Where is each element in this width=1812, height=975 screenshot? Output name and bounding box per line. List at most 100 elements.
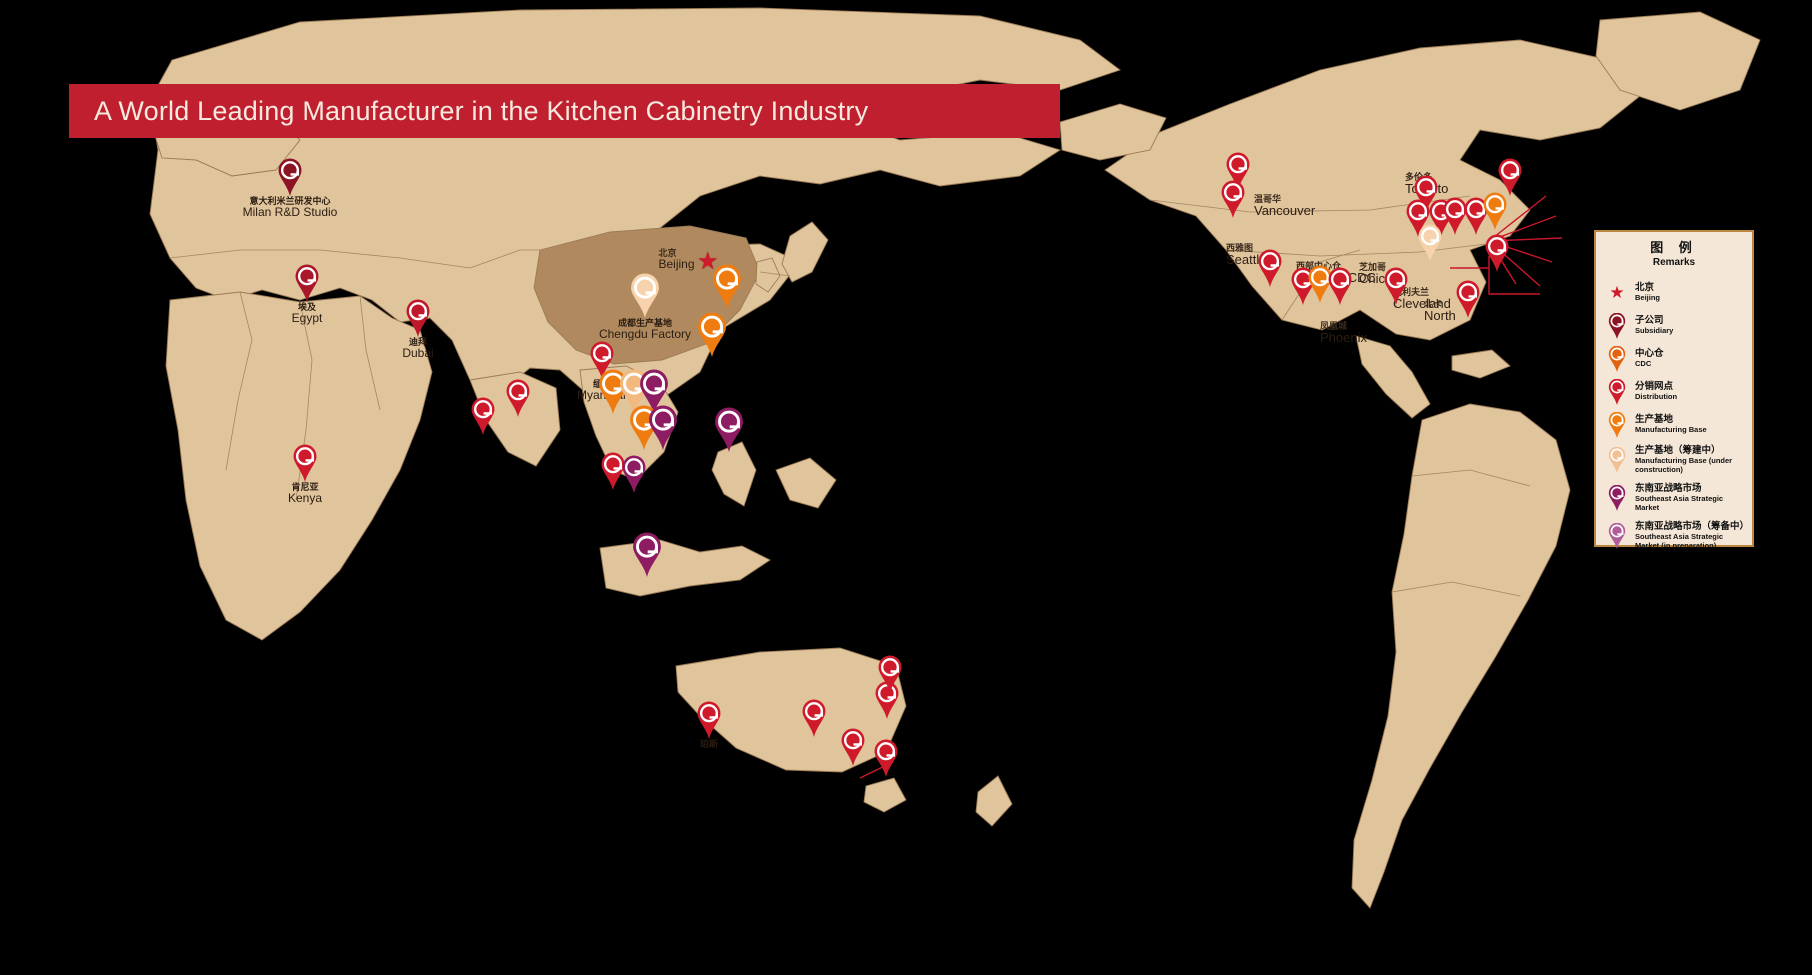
map-pin-icon — [695, 312, 729, 357]
pin-g-icon — [1606, 345, 1628, 372]
legend-item-2-en: Subsidiary — [1635, 325, 1674, 335]
marker-malaysia-2[interactable] — [620, 455, 648, 493]
marker-australia-bri[interactable] — [876, 655, 904, 693]
legend-item-label: 子公司 Subsidiary — [1635, 315, 1674, 336]
marker-cleveland-2[interactable] — [1462, 197, 1490, 235]
map-pin-icon — [710, 264, 744, 309]
title-banner: A World Leading Manufacturer in the Kitc… — [69, 84, 1060, 138]
label-seattle-cn: 西雅图 — [1226, 243, 1254, 253]
legend-item-1-cn: 北京 — [1635, 281, 1655, 293]
pin-g-icon — [1606, 312, 1628, 339]
marker-cleveland-1[interactable] — [1441, 197, 1469, 235]
page-title: A World Leading Manufacturer in the Kitc… — [94, 95, 869, 126]
marker-milan[interactable]: 意大利米兰研发中心 Milan R&D Studio — [243, 158, 337, 219]
marker-philippines[interactable] — [712, 407, 746, 452]
legend-item-8[interactable]: 东南亚战略市场（筹备中） Southeast Asia Strategic Mar… — [1602, 517, 1749, 555]
marker-southeast[interactable] — [1382, 267, 1410, 305]
map-pin-icon — [1404, 199, 1432, 237]
pin-g-icon — [1606, 447, 1628, 474]
label-vancouver: 温哥华 Vancouver — [1254, 194, 1316, 219]
marker-chicago-1[interactable] — [1404, 199, 1432, 237]
map-pin-icon — [404, 299, 432, 337]
legend-item-label: 分销网点 Distribution — [1635, 381, 1678, 402]
legend-item-8-en: Southeast Asia Strategic Market (in prep… — [1635, 532, 1724, 550]
marker-india-south[interactable] — [504, 379, 532, 417]
legend-item-label: 中心仓 CDC — [1635, 348, 1664, 369]
marker-east-1[interactable] — [1483, 234, 1511, 272]
map-pin-icon — [276, 158, 304, 196]
label-seattle-en: Seattle — [1226, 252, 1267, 268]
marker-australia-syd[interactable] — [873, 681, 901, 719]
pin-g-icon — [1606, 485, 1628, 512]
marker-northcarolina[interactable] — [1416, 224, 1444, 262]
label-north-en: North — [1424, 308, 1456, 324]
marker-indonesia[interactable] — [630, 532, 664, 577]
marker-kenya[interactable]: 肯尼亚 Kenya — [288, 444, 322, 505]
legend-item-5[interactable]: 生产基地 Manufacturing Base — [1602, 408, 1746, 441]
map-pin-icon — [873, 681, 901, 719]
legend-item-4-en: Distribution — [1635, 391, 1678, 401]
map-pin-icon — [1326, 267, 1354, 305]
marker-toronto[interactable] — [1412, 175, 1440, 213]
legend-item-2[interactable]: 子公司 Subsidiary — [1602, 309, 1746, 342]
marker-dubai[interactable]: 迪拜 Dubai — [402, 299, 434, 360]
map-pin-icon — [1256, 249, 1284, 287]
map-pin-icon — [1483, 234, 1511, 272]
marker-vancouver-2[interactable] — [1219, 180, 1247, 218]
marker-china-east-1[interactable] — [710, 264, 744, 309]
legend-title-en: Remarks — [1652, 257, 1696, 269]
map-pin-icon — [839, 728, 867, 766]
legend-item-label: 生产基地 Manufacturing Base — [1635, 413, 1707, 435]
legend-panel: 图 例 Remarks ★ 北京 Beijing 子公司 Subsidiary 中心仓… — [1594, 230, 1754, 550]
legend-item-5-cn: 生产基地 — [1635, 413, 1674, 425]
map-pin-icon — [469, 397, 497, 435]
legend-item-label: 东南亚战略市场（筹备中） Southeast Asia Strategic Mar… — [1635, 521, 1749, 550]
marker-newyork[interactable] — [1496, 158, 1524, 196]
map-pin-icon — [1224, 152, 1252, 190]
map-pin-icon — [695, 701, 723, 739]
map-pin-icon — [628, 273, 662, 318]
map-pin-icon — [800, 699, 828, 737]
map-pin-icon — [1219, 180, 1247, 218]
map-pin-icon — [599, 452, 627, 490]
legend-item-4[interactable]: 分销网点 Distribution — [1602, 375, 1746, 408]
map-pin-icon — [1462, 197, 1490, 235]
marker-australia-tas[interactable] — [872, 739, 900, 777]
legend-title: 图 例 Remarks — [1602, 240, 1746, 269]
map-pin-icon — [291, 444, 319, 482]
marker-california[interactable] — [1256, 249, 1284, 287]
legend-item-3[interactable]: 中心仓 CDC — [1602, 342, 1746, 375]
legend-item-7[interactable]: 东南亚战略市场 Southeast Asia Strategic Market — [1602, 479, 1746, 517]
marker-vancouver-1[interactable] — [1224, 152, 1252, 190]
marker-western-cdc-3[interactable] — [1326, 267, 1354, 305]
legend-item-6-en: Manufacturing Base (under construction) — [1635, 456, 1733, 474]
label-vancouver-en: Vancouver — [1254, 203, 1316, 219]
marker-malaysia-1[interactable] — [599, 452, 627, 490]
legend-item-6-cn: 生产基地（筹建中） — [1635, 445, 1721, 457]
marker-australia-ade[interactable] — [800, 699, 828, 737]
marker-western-cdc-2[interactable] — [1306, 265, 1334, 303]
map-pin-icon — [588, 341, 616, 379]
marker-florida[interactable] — [1454, 280, 1482, 318]
map-pin-icon — [1441, 197, 1469, 235]
map-pin-icon — [1454, 280, 1482, 318]
marker-chengdu-factory[interactable]: 成都生产基地 Chengdu Factory — [599, 273, 691, 341]
star-icon: ★ — [1609, 283, 1625, 303]
label-cleveland-cn: 克利夫兰 — [1393, 287, 1430, 297]
legend-item-label: 东南亚战略市场 Southeast Asia Strategic Market — [1635, 483, 1746, 512]
marker-australia-mel[interactable] — [839, 728, 867, 766]
label-cleveland-en: Cleveland — [1393, 296, 1451, 312]
marker-egypt[interactable]: 埃及 Egypt — [292, 264, 322, 325]
legend-item-1-en: Beijing — [1635, 292, 1661, 302]
legend-item-list: ★ 北京 Beijing 子公司 Subsidiary 中心仓 CDC 分销网点 Dist… — [1602, 276, 1749, 555]
legend-item-3-en: CDC — [1635, 358, 1652, 368]
marker-china-east-2[interactable] — [695, 312, 729, 357]
legend-item-1[interactable]: ★ 北京 Beijing — [1602, 276, 1746, 309]
legend-item-6[interactable]: 生产基地（筹建中） Manufacturing Base (under const… — [1602, 441, 1746, 479]
marker-australia-perth[interactable]: 珀斯 — [695, 701, 723, 749]
marker-india-west[interactable] — [469, 397, 497, 435]
map-pin-icon — [630, 532, 664, 577]
marker-sea-3[interactable] — [637, 369, 671, 414]
marker-sea-5[interactable] — [646, 405, 680, 450]
marker-cleveland-3[interactable] — [1481, 192, 1509, 230]
